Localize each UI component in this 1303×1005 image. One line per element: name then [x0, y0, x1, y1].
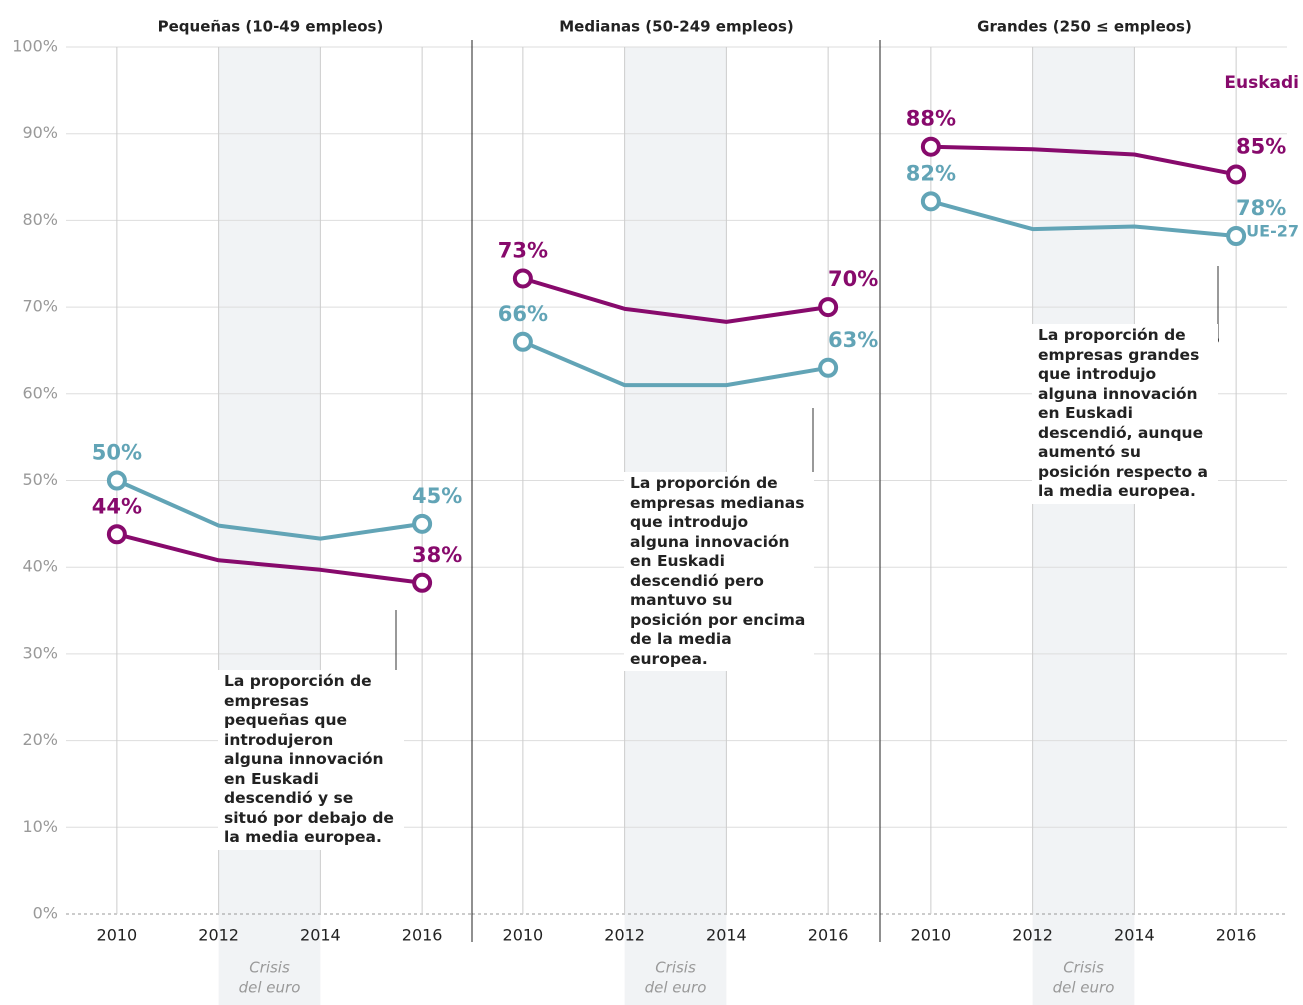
y-tick-label: 100%: [12, 37, 58, 56]
crisis-label: del euro: [645, 979, 707, 997]
series-name: UE-27: [1246, 222, 1299, 241]
value-label: 78%: [1236, 196, 1286, 220]
point: [106, 524, 127, 545]
panel-title: Grandes (250 ≤ empleos): [977, 18, 1192, 36]
crisis-label: del euro: [1053, 979, 1115, 997]
point: [818, 297, 839, 318]
y-tick-label: 10%: [22, 817, 58, 836]
value-label: 88%: [906, 107, 956, 131]
x-tick-label: 2010: [911, 926, 952, 945]
crisis-label: Crisis: [655, 959, 696, 977]
x-tick-label: 2016: [402, 926, 443, 945]
crisis-shade: [1032, 47, 1135, 1005]
series-line: [116, 478, 423, 541]
value-label: 44%: [92, 494, 142, 518]
annotation: La proporción de empresas medianas que i…: [624, 472, 814, 671]
value-label: 66%: [498, 302, 548, 326]
y-tick-label: 30%: [22, 643, 58, 662]
annotation: La proporción de empresas grandes que in…: [1032, 324, 1218, 504]
crisis-label: Crisis: [1063, 959, 1104, 977]
point: [920, 136, 941, 157]
y-tick-label: 40%: [22, 557, 58, 576]
series-line: [522, 276, 829, 324]
y-tick-label: 50%: [22, 470, 58, 489]
series-line: [930, 199, 1237, 238]
value-label: 50%: [92, 441, 142, 465]
x-tick-label: 2016: [808, 926, 849, 945]
x-tick-label: 2010: [503, 926, 544, 945]
x-tick-label: 2014: [1114, 926, 1155, 945]
y-tick-label: 60%: [22, 383, 58, 402]
y-tick-label: 90%: [22, 123, 58, 142]
value-label: 73%: [498, 238, 548, 262]
panel-title: Pequeñas (10-49 empleos): [158, 18, 384, 36]
point: [512, 331, 533, 352]
y-tick-label: 70%: [22, 297, 58, 316]
crisis-label: Crisis: [249, 959, 290, 977]
series-name: Euskadi: [1224, 73, 1299, 93]
point: [818, 357, 839, 378]
point: [512, 268, 533, 289]
point: [106, 470, 127, 491]
series-line: [522, 339, 829, 388]
y-tick-label: 80%: [22, 210, 58, 229]
y-tick-label: 0%: [33, 904, 58, 923]
panel-title: Medianas (50-249 empleos): [559, 18, 794, 36]
x-tick-label: 2012: [1012, 926, 1053, 945]
point: [1226, 226, 1247, 247]
value-label: 70%: [828, 267, 878, 291]
point: [412, 513, 433, 534]
x-tick-label: 2010: [97, 926, 138, 945]
x-tick-label: 2012: [604, 926, 645, 945]
point: [920, 191, 941, 212]
value-label: 82%: [906, 161, 956, 185]
point: [412, 572, 433, 593]
value-label: 45%: [412, 484, 462, 508]
point: [1226, 164, 1247, 185]
series-line: [116, 532, 423, 585]
value-label: 38%: [412, 543, 462, 567]
annotation: La proporción de empresas pequeñas que i…: [218, 670, 404, 850]
y-tick-label: 20%: [22, 730, 58, 749]
x-tick-label: 2014: [300, 926, 341, 945]
crisis-label: del euro: [239, 979, 301, 997]
value-label: 85%: [1236, 134, 1286, 158]
series-line: [930, 144, 1237, 177]
value-label: 63%: [828, 328, 878, 352]
x-tick-label: 2016: [1216, 926, 1257, 945]
x-tick-label: 2014: [706, 926, 747, 945]
x-tick-label: 2012: [198, 926, 239, 945]
